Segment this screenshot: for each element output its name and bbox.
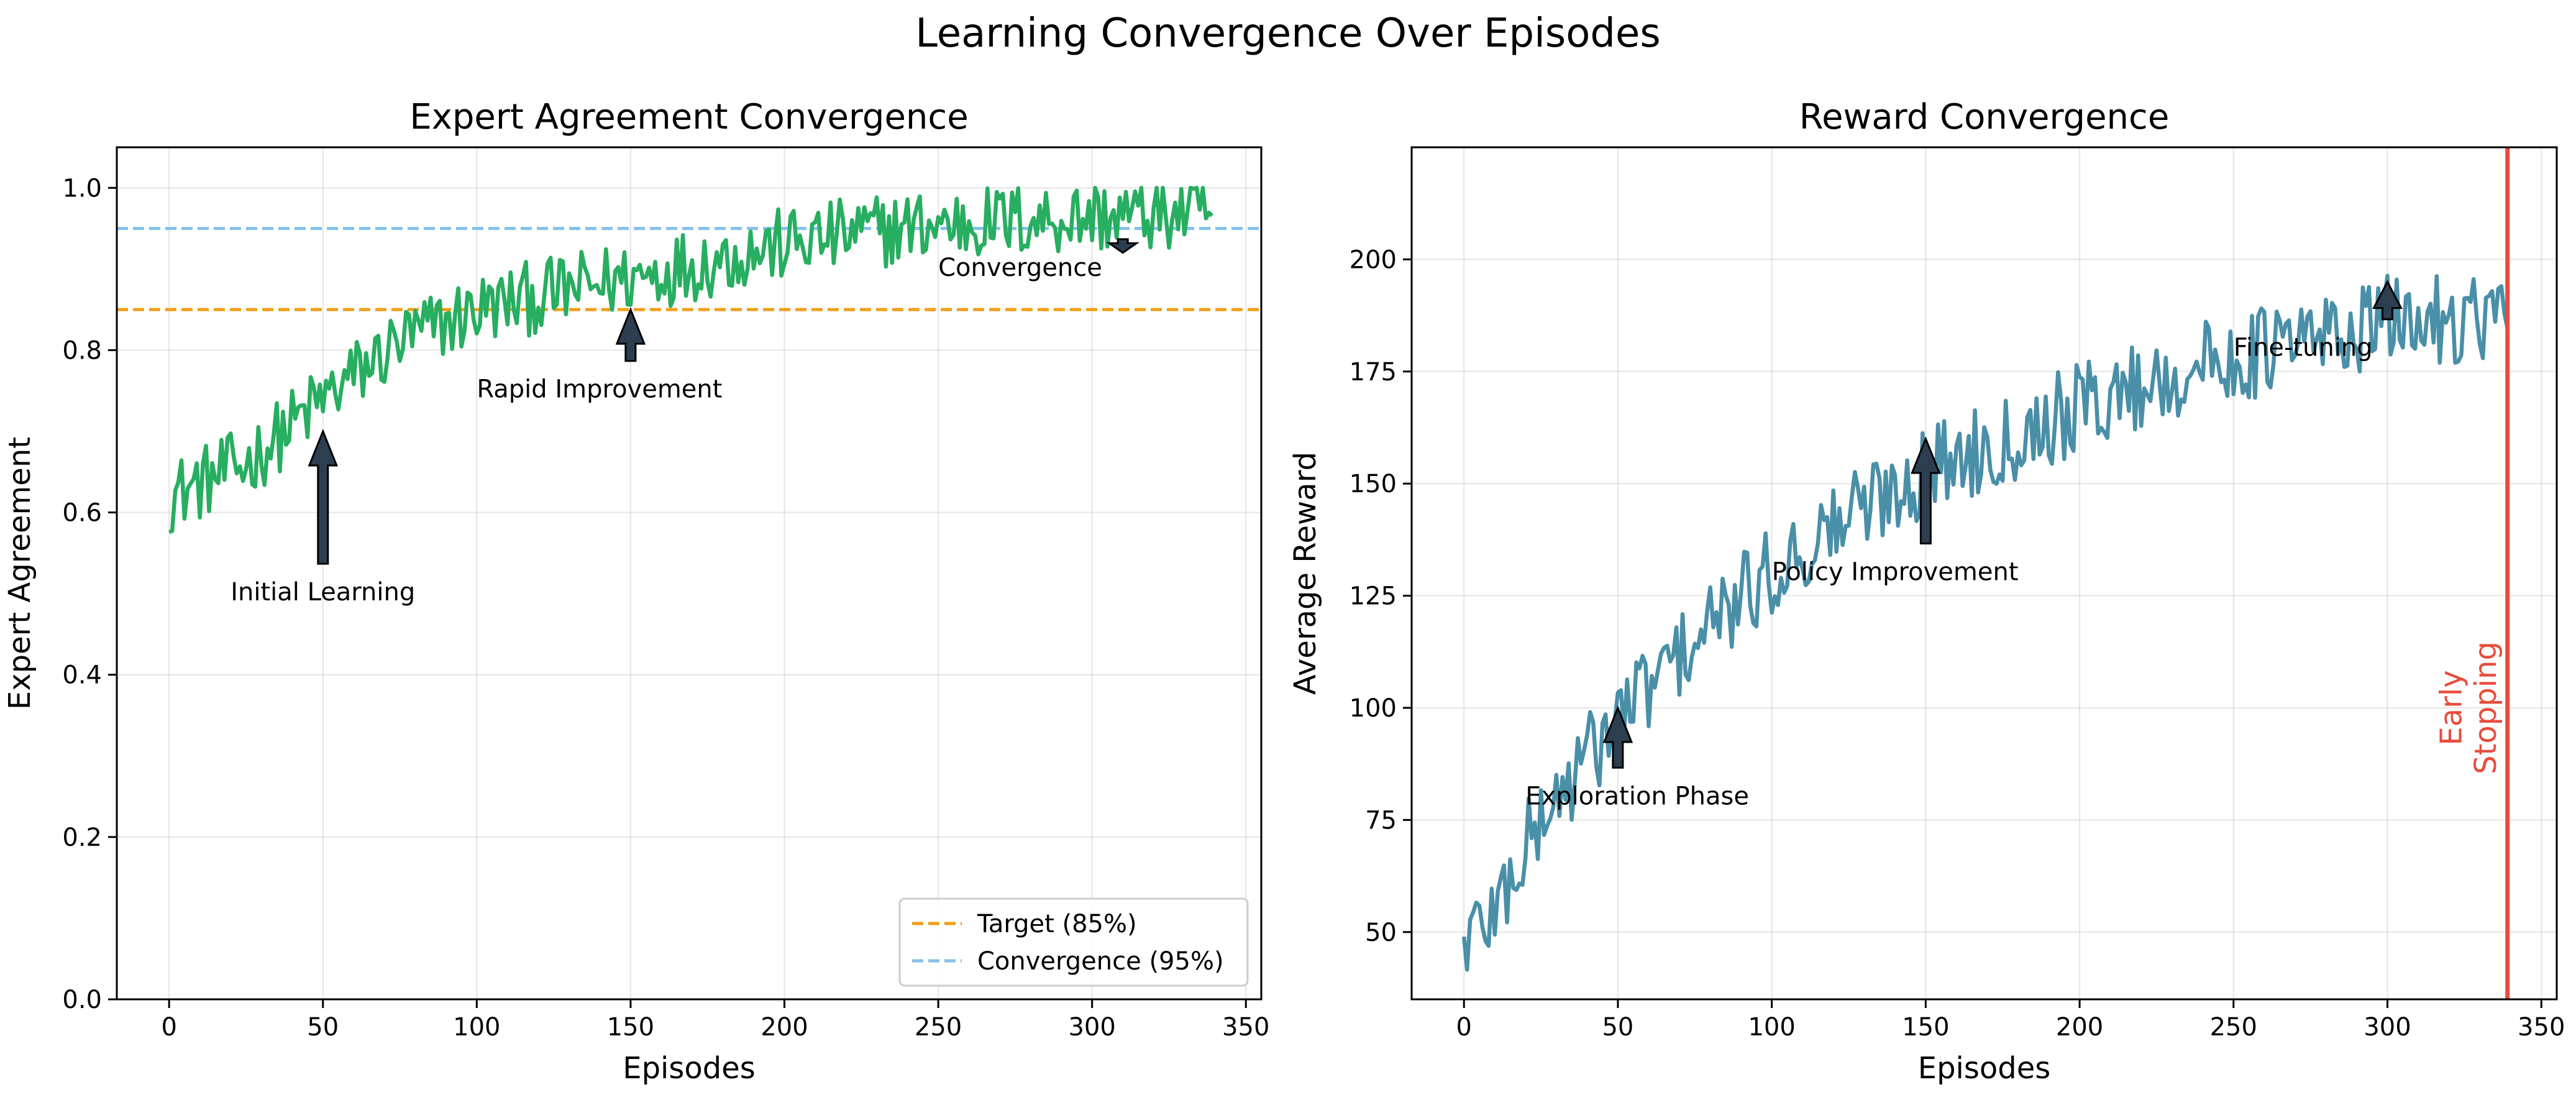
x-tick-label: 250 <box>915 1013 962 1042</box>
series-line <box>1461 273 2510 972</box>
annotation-arrow <box>1602 705 1633 769</box>
axes-frame <box>1410 146 2558 1001</box>
y-tick-label: 175 <box>1350 358 1397 387</box>
x-tick-label: 100 <box>1748 1013 1795 1042</box>
annotation-arrow <box>308 428 339 565</box>
y-tick-label: 150 <box>1350 470 1397 498</box>
x-tick-label: 200 <box>760 1013 808 1042</box>
x-tick-label: 150 <box>607 1013 654 1042</box>
x-tick-label: 150 <box>1902 1013 1949 1042</box>
annotation-label: Rapid Improvement <box>477 375 722 404</box>
y-axis-label: Average Reward <box>1288 452 1323 695</box>
early-stopping-label: EarlyStopping <box>2434 641 2503 774</box>
annotation-label: Initial Learning <box>231 578 415 607</box>
reward-convergence-chart: EarlyStopping Exploration Phase Policy Imp… <box>1288 97 2565 1086</box>
x-tick-label: 0 <box>1456 1013 1471 1042</box>
y-tick-label: 75 <box>1365 806 1397 835</box>
y-tick-label: 0.6 <box>62 499 102 528</box>
annotation-arrow <box>2372 280 2403 321</box>
x-tick-label: 50 <box>1602 1013 1633 1042</box>
y-tick-label: 50 <box>1365 919 1397 947</box>
annotation-label: Policy Improvement <box>1772 558 2019 587</box>
x-axis-label: Episodes <box>623 1051 756 1086</box>
chart-title: Expert Agreement Convergence <box>409 97 968 137</box>
annotation-label: Convergence <box>938 254 1102 282</box>
legend-box <box>898 897 1249 987</box>
x-tick-label: 50 <box>307 1013 339 1042</box>
x-tick-label: 250 <box>2210 1013 2257 1042</box>
y-tick-label: 1.0 <box>62 174 102 203</box>
legend-label: Target (85%) <box>977 910 1137 938</box>
chart-title: Reward Convergence <box>1799 97 2170 137</box>
x-tick-label: 0 <box>161 1013 176 1042</box>
x-tick-label: 300 <box>2364 1013 2411 1042</box>
y-tick-label: 125 <box>1350 582 1397 611</box>
annotation-label: Fine-tuning <box>2234 334 2373 362</box>
x-tick-label: 350 <box>1222 1013 1269 1042</box>
y-tick-label: 0.4 <box>62 661 102 690</box>
x-tick-label: 300 <box>1068 1013 1115 1042</box>
series-line <box>168 186 1214 534</box>
axes-frame <box>116 146 1263 1001</box>
annotation-label: Exploration Phase <box>1525 782 1749 810</box>
y-tick-label: 0.0 <box>62 986 102 1014</box>
x-tick-label: 200 <box>2056 1013 2103 1042</box>
x-tick-label: 350 <box>2518 1013 2565 1042</box>
legend: Target (85%) Convergence (95%) <box>898 897 1249 987</box>
expert-agreement-chart: Initial Learning Rapid Improvement Converg… <box>2 97 1269 1086</box>
x-axis-label: Episodes <box>1918 1051 2051 1086</box>
figure-title: Learning Convergence Over Episodes <box>915 11 1660 57</box>
y-axis-label: Expert Agreement <box>2 437 37 710</box>
annotation-arrow <box>615 307 646 362</box>
annotation-arrow <box>1106 238 1140 254</box>
y-tick-label: 100 <box>1350 694 1397 723</box>
legend-label: Convergence (95%) <box>977 947 1224 976</box>
y-tick-label: 0.2 <box>62 823 102 852</box>
y-tick-label: 200 <box>1350 245 1397 274</box>
annotation-arrow <box>1911 436 1941 544</box>
y-tick-label: 0.8 <box>62 336 102 365</box>
x-tick-label: 100 <box>453 1013 500 1042</box>
